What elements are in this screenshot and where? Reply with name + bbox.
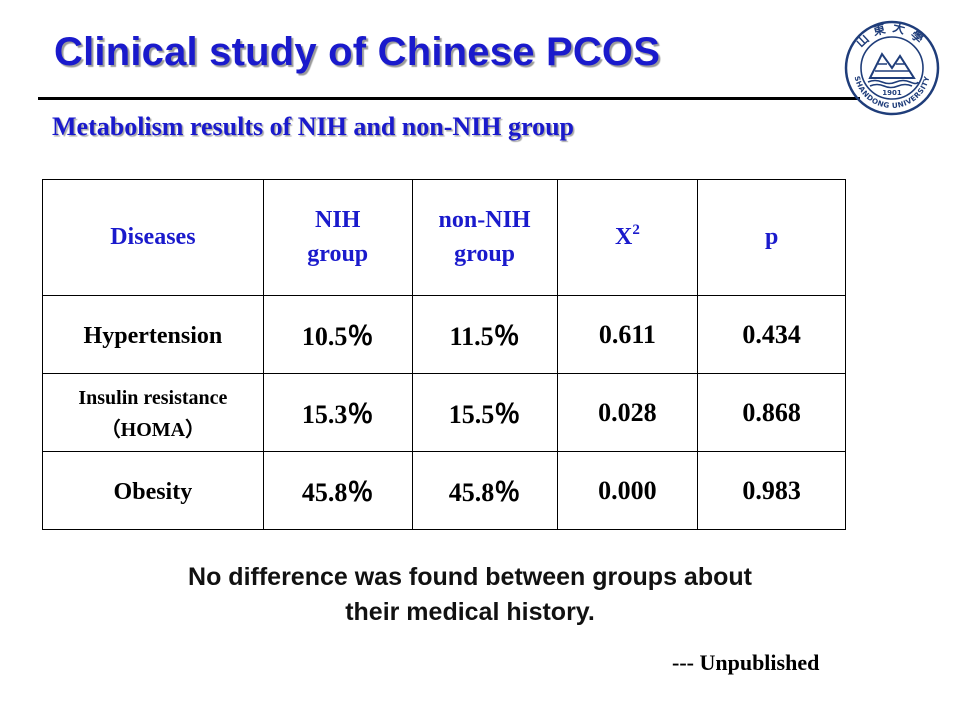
row-label: Obesity	[42, 451, 264, 530]
slide-title: Clinical study of Chinese PCOS	[54, 30, 661, 74]
cell-nih: 15.3％	[262, 373, 413, 452]
row-label: Hypertension	[42, 295, 264, 374]
cell-non-nih: 11.5％	[411, 295, 558, 374]
header-p-value: p	[697, 179, 846, 296]
title-divider	[38, 97, 860, 100]
table-row: Hypertension 10.5％ 11.5％ 0.611 0.434	[42, 295, 846, 374]
university-logo: 山東大學 SHANDONG UNIVERSITY 1901	[842, 18, 942, 118]
results-table: Diseases NIH group non-NIH group X2 p Hype…	[42, 179, 846, 530]
svg-text:1901: 1901	[882, 89, 902, 97]
cell-nih: 45.8％	[262, 451, 413, 530]
cell-p-value: 0.434	[697, 295, 846, 374]
cell-p-value: 0.983	[697, 451, 846, 530]
cell-chi-square: 0.000	[556, 451, 699, 530]
cell-p-value: 0.868	[697, 373, 846, 452]
svg-text:山東大學: 山東大學	[853, 19, 932, 50]
cell-chi-square: 0.611	[556, 295, 699, 374]
header-chi-square: X2	[556, 179, 699, 296]
header-diseases: Diseases	[42, 179, 264, 296]
slide-subtitle: Metabolism results of NIH and non-NIH gr…	[52, 112, 574, 141]
row-label: Insulin resistance （HOMA）	[42, 373, 264, 452]
conclusion-text: No difference was found between groups a…	[188, 563, 752, 626]
unpublished-note: --- Unpublished	[672, 650, 820, 675]
cell-nih: 10.5％	[262, 295, 413, 374]
shandong-university-seal-icon: 山東大學 SHANDONG UNIVERSITY 1901	[844, 19, 940, 116]
table-header-row: Diseases NIH group non-NIH group X2 p	[42, 179, 846, 296]
header-nih-group: NIH group	[262, 179, 413, 296]
cell-chi-square: 0.028	[556, 373, 699, 452]
cell-non-nih: 15.5％	[411, 373, 558, 452]
table-row: Obesity 45.8％ 45.8％ 0.000 0.983	[42, 451, 846, 530]
header-non-nih-group: non-NIH group	[411, 179, 558, 296]
table-row: Insulin resistance （HOMA） 15.3％ 15.5％ 0.…	[42, 373, 846, 452]
cell-non-nih: 45.8％	[411, 451, 558, 530]
